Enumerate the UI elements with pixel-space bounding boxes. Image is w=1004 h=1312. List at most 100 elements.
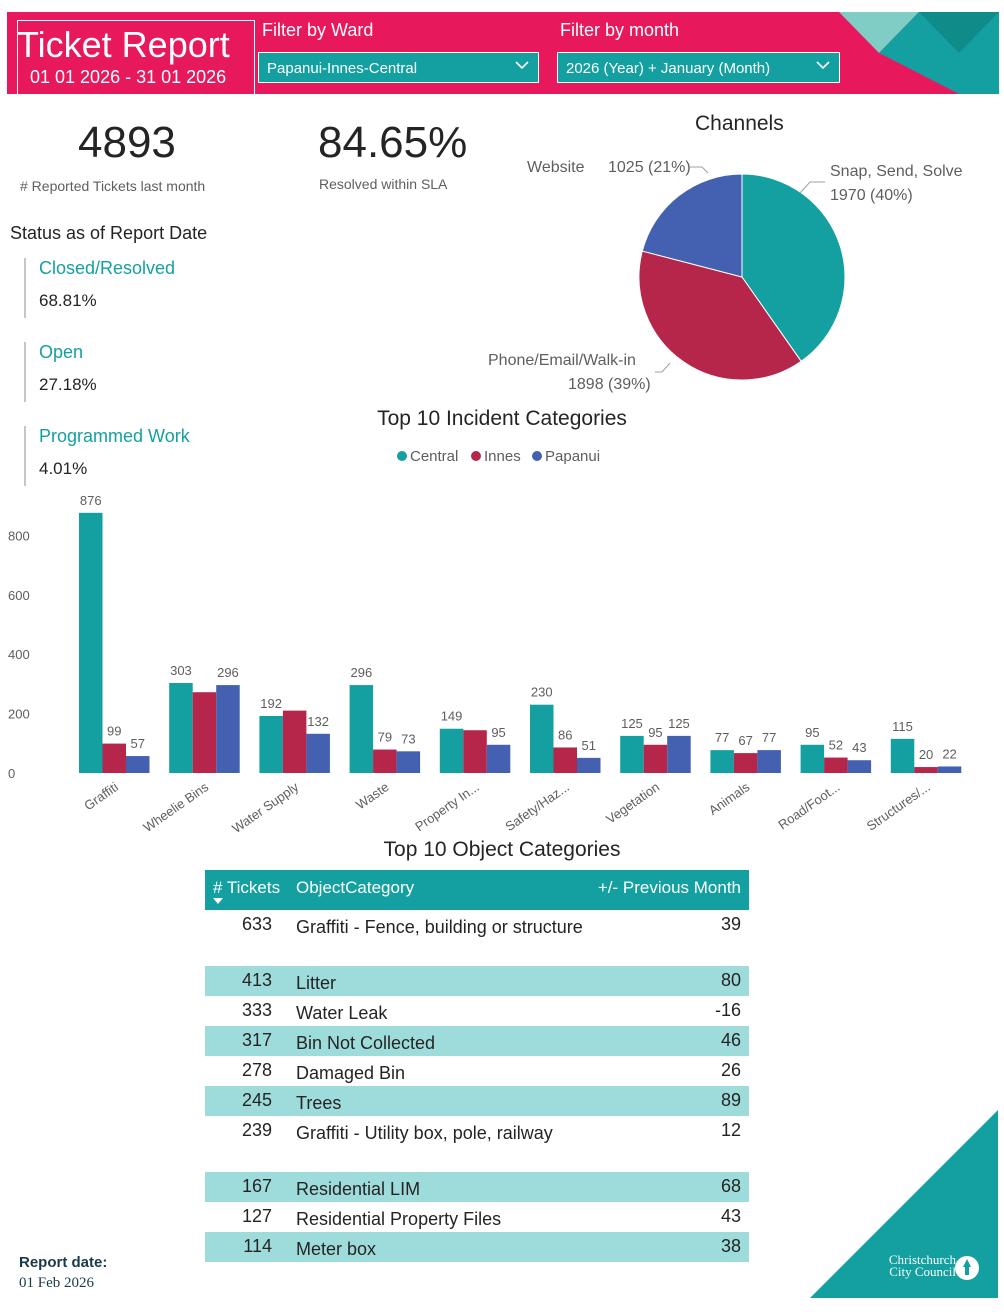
bar[interactable]	[890, 738, 915, 773]
bar-data-label: 52	[829, 738, 843, 753]
category-cell: Litter	[296, 973, 337, 993]
table-row[interactable]: 278 Damaged Bin 26	[205, 1056, 749, 1086]
bar[interactable]	[373, 749, 397, 773]
bar[interactable]	[216, 685, 240, 773]
legend-swatch[interactable]	[471, 451, 481, 461]
bar[interactable]	[710, 750, 734, 773]
bar-data-label: 99	[107, 724, 121, 739]
pie-title: Channels	[695, 112, 784, 135]
diff-cell: 68	[720, 1176, 741, 1196]
legend-label[interactable]: Innes	[484, 448, 521, 465]
bar[interactable]	[847, 760, 872, 773]
bar[interactable]	[306, 733, 330, 773]
month-filter-dropdown[interactable]: 2026 (Year) + January (Month)	[557, 52, 840, 83]
table-row[interactable]: 127 Residential Property Files 43	[205, 1202, 749, 1232]
bar[interactable]	[914, 767, 938, 773]
category-cell: Residential LIM	[296, 1179, 421, 1199]
category-cell: Damaged Bin	[296, 1063, 406, 1083]
x-tick-label: Property In...	[412, 779, 482, 834]
council-logo-text: Christchurch City Council	[858, 1252, 956, 1279]
bar[interactable]	[620, 735, 644, 773]
bar[interactable]	[800, 744, 825, 773]
bar-data-label: 43	[852, 740, 866, 755]
bar[interactable]	[102, 743, 127, 773]
bar-data-label: 296	[217, 665, 239, 680]
tickets-cell: 633	[241, 914, 272, 934]
table-row[interactable]: 239 Graffiti - Utility box, pole, railway…	[205, 1116, 749, 1172]
month-filter-label: Filter by month	[560, 20, 680, 40]
sort-descending-icon[interactable]	[213, 898, 223, 904]
bar[interactable]	[463, 730, 487, 773]
status-value: 68.81%	[39, 291, 97, 310]
bar-data-label: 296	[350, 665, 372, 680]
category-cell: Graffiti - Utility box, pole, railway	[296, 1123, 553, 1143]
bar[interactable]	[486, 744, 511, 773]
table-title: Top 10 Object Categories	[383, 838, 621, 861]
tickets-cell: 317	[241, 1030, 272, 1050]
legend-label[interactable]: Central	[410, 448, 458, 465]
status-name: Programmed Work	[39, 426, 190, 446]
bar[interactable]	[349, 685, 374, 773]
category-cell: Graffiti - Fence, building or structure	[296, 917, 583, 937]
table-row[interactable]: 333 Water Leak -16	[205, 996, 749, 1026]
bar[interactable]	[169, 683, 193, 773]
bar[interactable]	[530, 704, 554, 773]
header-decoration	[839, 12, 999, 94]
y-tick-label: 0	[8, 766, 15, 781]
pie-slice[interactable]	[741, 173, 846, 363]
bar[interactable]	[282, 710, 307, 773]
pie-slice[interactable]	[638, 250, 802, 381]
diff-cell: 80	[720, 970, 741, 990]
bar[interactable]	[192, 692, 217, 773]
col-header-category[interactable]: ObjectCategory	[296, 878, 415, 897]
bar-data-label: 77	[715, 730, 729, 745]
table-body: 633 Graffiti - Fence, building or structu…	[205, 910, 749, 1262]
diff-cell: 12	[720, 1120, 741, 1140]
bar[interactable]	[757, 750, 781, 773]
logo-line2: City Council	[889, 1264, 956, 1279]
bar[interactable]	[396, 751, 421, 773]
col-header-diff[interactable]: +/- Previous Month	[597, 878, 741, 897]
pie-leader-line	[690, 166, 709, 174]
bar[interactable]	[577, 757, 601, 773]
bar[interactable]	[643, 744, 668, 773]
table-row[interactable]: 633 Graffiti - Fence, building or structu…	[205, 910, 749, 966]
table-row[interactable]: 114 Meter box 38	[205, 1232, 749, 1262]
table-row[interactable]: 245 Trees 89	[205, 1086, 749, 1116]
legend-label[interactable]: Papanui	[545, 448, 600, 465]
legend-swatch[interactable]	[397, 451, 407, 461]
table-row[interactable]: 317 Bin Not Collected 46	[205, 1026, 749, 1056]
ward-filter-dropdown[interactable]: Papanui-Innes-Central	[258, 52, 539, 83]
bar[interactable]	[126, 756, 150, 773]
x-tick-label: Water Supply	[229, 779, 302, 836]
col-header-tickets[interactable]: # Tickets	[213, 878, 281, 897]
status-title: Status as of Report Date	[10, 223, 208, 243]
bar[interactable]	[667, 735, 691, 773]
bar[interactable]	[937, 766, 962, 773]
bar-data-label: 86	[558, 727, 572, 742]
logo-line1: Christchurch	[888, 1252, 956, 1267]
table-row[interactable]: 413 Litter 80	[205, 966, 749, 996]
legend-swatch[interactable]	[532, 451, 542, 461]
bar-data-label: 149	[441, 709, 463, 724]
table-row[interactable]: 167 Residential LIM 68	[205, 1172, 749, 1202]
y-tick-label: 200	[8, 707, 30, 722]
bar[interactable]	[439, 728, 464, 773]
reported-tickets-value: 4893	[78, 118, 176, 167]
bar[interactable]	[733, 753, 758, 773]
category-cell: Meter box	[296, 1239, 377, 1259]
bar[interactable]	[259, 715, 283, 773]
status-value: 27.18%	[39, 375, 97, 394]
channels-pie-chart: Channels Snap, Send, Solve 1970 (40%) Ph…	[480, 105, 990, 405]
pie-slice[interactable]	[641, 173, 743, 278]
bar-data-label: 95	[805, 725, 819, 740]
bar-svg: Top 10 Incident Categories Central Innes Pa…	[8, 407, 962, 836]
report-date-label: Report date:	[19, 1254, 108, 1271]
category-cell: Trees	[296, 1093, 342, 1113]
bar[interactable]	[79, 512, 103, 773]
sla-label: Resolved within SLA	[319, 176, 448, 192]
bar-data-label: 876	[80, 493, 102, 508]
bar[interactable]	[553, 747, 578, 773]
bar[interactable]	[824, 757, 848, 773]
bar-data-label: 22	[942, 746, 956, 761]
